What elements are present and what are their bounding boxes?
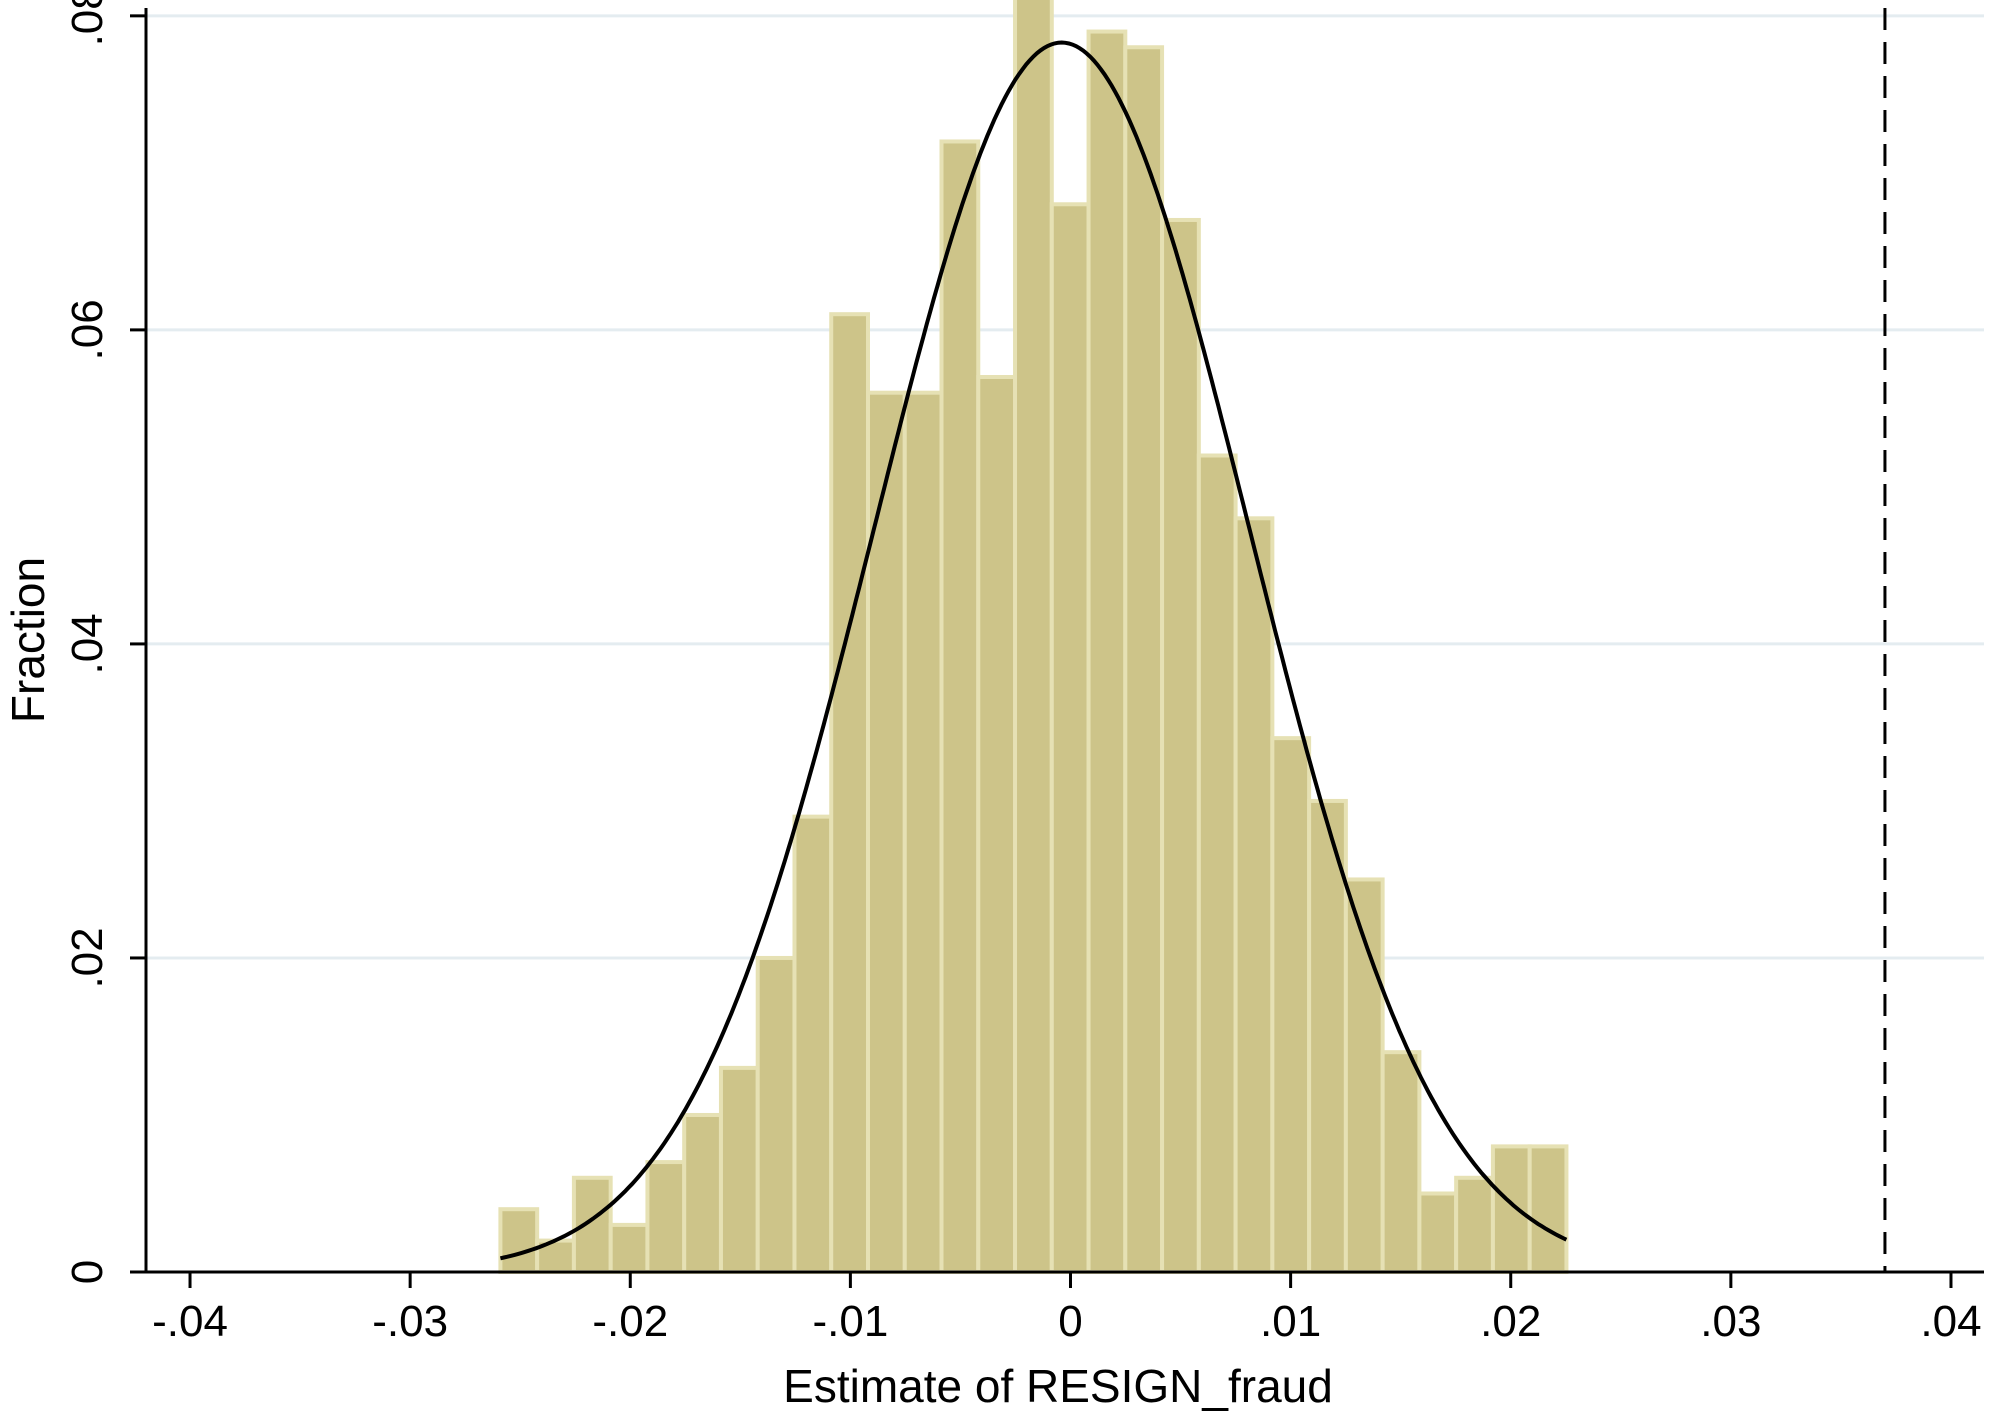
histogram-bar-16	[1086, 29, 1128, 1275]
x-tick-label-1: -.03	[372, 1297, 448, 1346]
x-tick-label-5: .01	[1260, 1297, 1321, 1346]
x-axis-title: Estimate of RESIGN_fraud	[783, 1360, 1333, 1412]
x-tick-label-3: -.01	[812, 1297, 888, 1346]
x-tick-label-8: .04	[1920, 1297, 1981, 1346]
histogram-bar-4	[645, 1160, 687, 1274]
histogram-bar-2	[571, 1175, 613, 1274]
histogram-bar-27	[1490, 1144, 1532, 1275]
histogram-bar-15	[1049, 202, 1091, 1274]
histogram-bar-24	[1380, 1050, 1422, 1275]
y-tick-label-3: .06	[63, 299, 112, 360]
histogram-bar-5	[682, 1112, 723, 1274]
x-tick-label-0: -.04	[152, 1297, 228, 1346]
y-tick-label-2: .04	[63, 613, 112, 674]
y-tick-label-1: .02	[63, 927, 112, 988]
histogram-bar-21	[1270, 736, 1312, 1274]
x-tick-label-4: 0	[1058, 1297, 1082, 1346]
histogram-bar-26	[1454, 1175, 1495, 1274]
histogram-bar-20	[1233, 516, 1275, 1274]
histogram-bar-3	[608, 1222, 650, 1274]
x-tick-label-7: .03	[1700, 1297, 1761, 1346]
normal-density-curve	[499, 8, 1887, 1272]
histogram-bar-18	[1160, 217, 1201, 1275]
y-axis-ticks: 0 .02 .04 .06 .08	[63, 0, 146, 1284]
histogram-bar-14	[1013, 0, 1054, 1274]
histogram-bar-13	[976, 374, 1018, 1274]
histogram-bar-11	[902, 390, 944, 1274]
histogram-bar-19	[1196, 453, 1238, 1274]
histogram-bars	[498, 0, 1569, 1275]
histogram-bar-25	[1417, 1191, 1459, 1275]
y-tick-label-0: 0	[63, 1260, 112, 1284]
histogram-bar-22	[1307, 798, 1348, 1274]
histogram-bar-6	[718, 1065, 760, 1274]
x-axis-ticks: -.04 -.03 -.02 -.01 0 .01 .02 .03 .04	[152, 1272, 1982, 1346]
x-tick-label-6: .02	[1480, 1297, 1541, 1346]
histogram-bar-0	[498, 1207, 540, 1274]
y-tick-label-4: .08	[63, 0, 112, 46]
histogram-bar-12	[939, 139, 981, 1275]
histogram-bar-9	[829, 312, 870, 1274]
histogram-bar-17	[1123, 45, 1165, 1275]
x-tick-label-2: -.02	[592, 1297, 668, 1346]
y-axis-title: Fraction	[2, 557, 54, 723]
axes	[144, 8, 1984, 1274]
histogram-bar-7	[755, 955, 797, 1274]
normal-curve-line	[499, 40, 1568, 1261]
histogram-bar-8	[792, 814, 834, 1274]
histogram-bar-28	[1527, 1144, 1569, 1275]
